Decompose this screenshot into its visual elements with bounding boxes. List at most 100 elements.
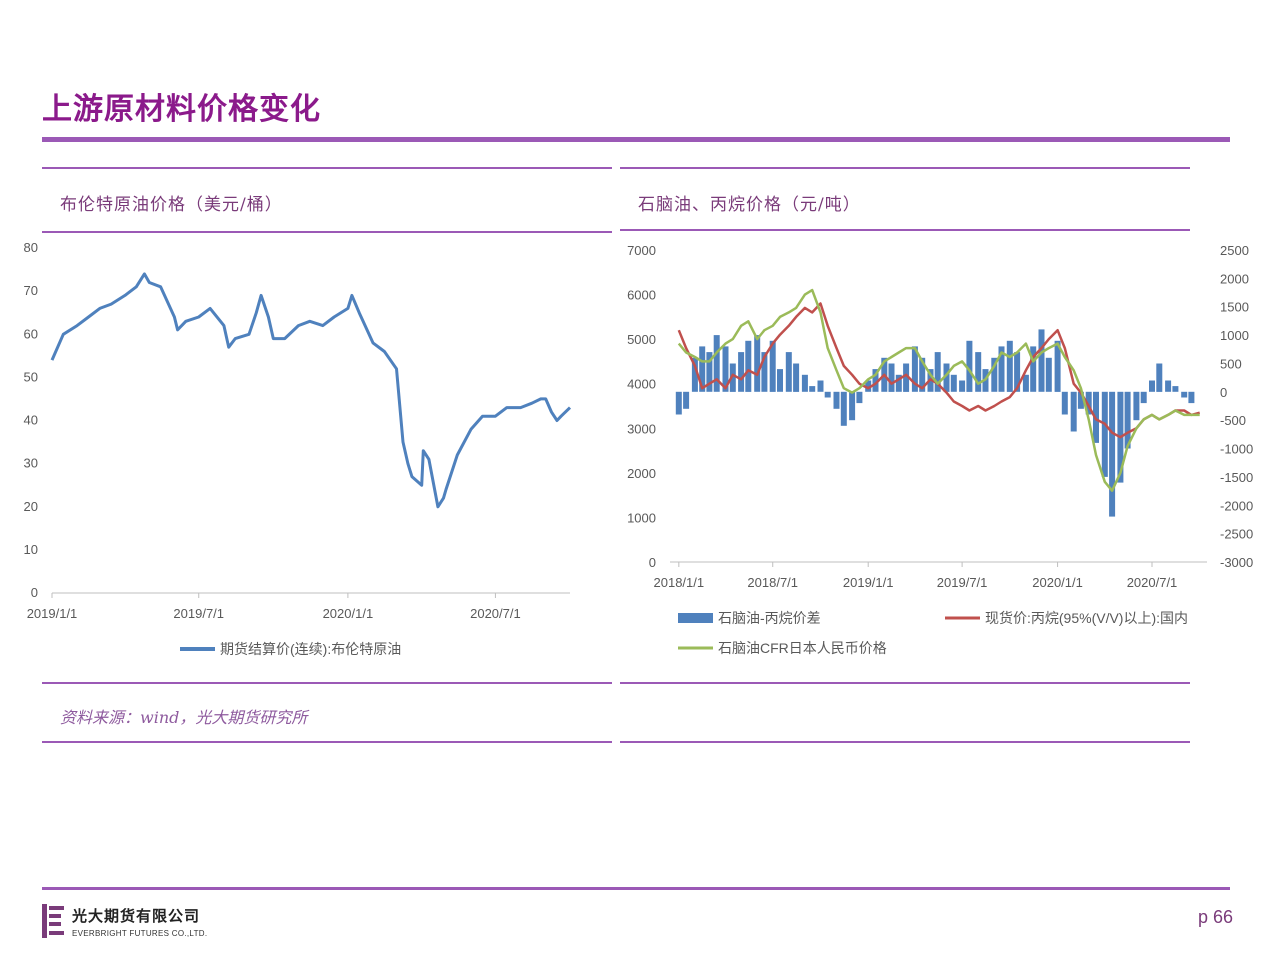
spread-bar [699,346,706,392]
x-tick-label: 2020/1/1 [323,606,374,621]
spread-bar [777,369,783,392]
spread-bar [975,352,982,392]
spread-bar [1101,391,1108,477]
spread-bar [1014,352,1021,392]
left-panel-top-rule [42,167,612,169]
y-tick-label: 50 [24,369,38,384]
spread-bar [722,346,729,392]
page-number: p 66 [1198,907,1234,927]
spread-bar [1109,391,1116,517]
naphtha-price-line [677,288,1200,492]
right-y-tick-label: -2000 [1220,498,1253,513]
right-y-tick-label: 1500 [1220,300,1249,315]
left-source-rule [42,741,612,743]
legend-label: 期货结算价(连续):布伦特原油 [220,641,401,657]
spread-bar [856,391,863,404]
x-tick-label: 2019/1/1 [843,575,894,590]
right-panel-bottom-rule [620,682,1190,684]
legend-label-spread: 石脑油-丙烷价差 [718,610,821,626]
spread-bar [1022,374,1029,392]
spread-bar [1165,380,1172,392]
x-tick-label: 2020/7/1 [470,606,521,621]
spread-bar [754,335,761,392]
right-y-tick-label: -1000 [1220,442,1253,457]
x-tick-label: 2020/7/1 [1127,575,1178,590]
x-tick-label: 2019/1/1 [27,606,78,621]
left-panel-bottom-rule [42,682,612,684]
spread-bar [991,357,998,392]
spread-bar [1085,391,1092,415]
spread-bar [998,346,1005,392]
x-tick-label: 2018/1/1 [654,575,705,590]
spread-bar [1070,391,1077,432]
right-y-tick-label: -3000 [1220,555,1253,570]
legend-swatch-spread [678,613,713,623]
spread-bar [1077,391,1084,409]
y-tick-label: 40 [24,413,38,428]
spread-bar [833,391,840,409]
right-y-tick-label: 1000 [1220,328,1249,343]
footer-divider [42,887,1230,890]
y-tick-label: 80 [24,240,38,255]
y-tick-label: 0 [31,585,38,600]
source-note: 资料来源：wind，光大期货研究所 [60,708,308,727]
left-y-tick-label: 5000 [627,332,656,347]
spread-bar [1006,340,1013,392]
right-y-tick-label: 2500 [1220,243,1249,258]
y-tick-label: 30 [24,456,38,471]
title-divider [42,137,1230,142]
spread-bar [761,352,768,392]
right-y-tick-label: -1500 [1220,470,1253,485]
brent-price-line [50,272,572,509]
spread-bar [950,374,957,392]
left-y-tick-label: 6000 [627,288,656,303]
brent-chart: 0 10 20 30 40 50 60 70 80 2019/1/1 2019/7/1 2020/1/… [24,240,572,657]
spread-bar [1149,380,1155,392]
right-y-tick-label: 2000 [1220,271,1249,286]
spread-bar [1030,346,1037,392]
left-panel-title: 布伦特原油价格（美元/桶） [60,195,283,215]
right-panel-top-rule [620,167,1190,169]
spread-bar [1172,386,1179,392]
spread-bar [691,357,698,392]
right-y-tick-label: -2500 [1220,527,1253,542]
company-name-cn: 光大期货有限公司 [72,907,201,925]
spread-bar [706,352,713,392]
x-tick-label: 2019/7/1 [173,606,224,621]
spread-bar [919,357,926,392]
page-title: 上游原材料价格变化 [42,92,321,127]
spread-bar [840,391,847,426]
spread-bar [888,363,895,392]
spread-bar [1133,391,1140,421]
left-y-tick-label: 4000 [627,377,656,392]
spread-bar [1045,357,1052,392]
y-tick-label: 20 [24,499,38,514]
spread-bar [1061,391,1068,415]
company-logo-icon [42,904,66,938]
spread-bar [675,391,682,415]
spread-bar [1054,340,1061,392]
spread-bar [793,363,800,392]
spread-bar [824,391,831,398]
spread-bar [785,352,792,392]
left-y-tick-label: 1000 [627,510,656,525]
spread-bar [1124,391,1131,449]
spread-bar [817,380,824,392]
left-panel-title-rule [42,231,612,233]
spread-bar [943,363,950,392]
spread-bar [1140,391,1147,404]
y-tick-label: 60 [24,326,38,341]
legend-label-propane: 现货价:丙烷(95%(V/V)以上):国内 [985,610,1188,626]
legend-label-naphtha: 石脑油CFR日本人民币价格 [718,640,887,656]
company-name-en: EVERBRIGHT FUTURES CO.,LTD. [72,929,208,938]
right-y-tick-label: 500 [1220,356,1242,371]
spread-bar [934,352,941,392]
left-y-tick-label: 3000 [627,421,656,436]
right-y-tick-label: -500 [1220,413,1246,428]
right-y-tick-label: 0 [1220,385,1227,400]
spread-bar [1188,391,1195,404]
spread-bar [1156,363,1163,392]
left-y-tick-label: 7000 [627,243,656,258]
spread-bar [1181,391,1188,398]
spread-bar [1038,329,1045,392]
